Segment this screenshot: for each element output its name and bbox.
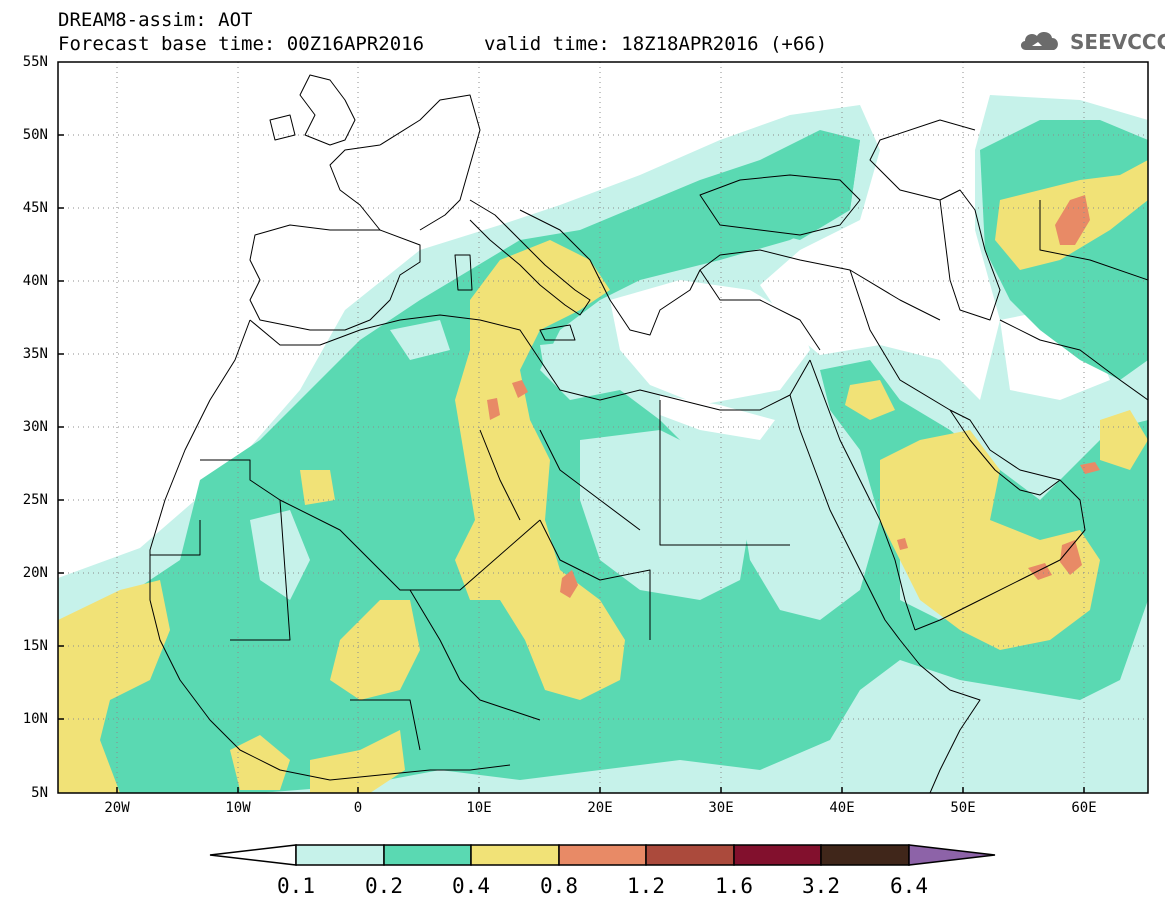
aot-field-0.8 — [487, 195, 1100, 598]
axis-ticks — [58, 134, 1085, 793]
colorbar-label: 0.4 — [452, 874, 490, 898]
map-title: DREAM8-assim: AOT — [58, 9, 253, 31]
lon-label: 0 — [353, 800, 363, 816]
lon-label: 10E — [466, 800, 492, 816]
lon-label: 50E — [950, 800, 976, 816]
lat-label: 25N — [22, 492, 48, 508]
lat-label: 35N — [22, 346, 48, 362]
lon-label: 30E — [708, 800, 734, 816]
colorbar-label: 6.4 — [890, 874, 928, 898]
colorbar-bin — [470, 844, 560, 866]
lat-label: 45N — [22, 200, 48, 216]
lon-label: 20W — [104, 800, 130, 816]
colorbar-label: 1.2 — [627, 874, 665, 898]
colorbar-label: 3.2 — [802, 874, 840, 898]
colorbar-bin — [383, 844, 472, 866]
colorbar-label: 0.1 — [277, 874, 315, 898]
lon-label: 40E — [829, 800, 855, 816]
colorbar-min-arrow — [209, 844, 297, 866]
lon-label: 20E — [587, 800, 613, 816]
lat-label: 55N — [22, 54, 48, 70]
lat-label: 30N — [22, 419, 48, 435]
colorbar-bin — [558, 844, 647, 866]
lat-label: 10N — [22, 711, 48, 727]
colorbar-bin — [733, 844, 822, 866]
lat-label: 50N — [22, 127, 48, 143]
colorbar-bin — [820, 844, 910, 866]
lat-label: 15N — [22, 638, 48, 654]
forecast-base-time: Forecast base time: 00Z16APR2016 — [58, 33, 425, 55]
lat-label: 20N — [22, 565, 48, 581]
lon-label: 10W — [225, 800, 251, 816]
lat-label: 40N — [22, 273, 48, 289]
logo-text: SEEVCCC — [1070, 30, 1165, 54]
coastlines — [149, 74, 1148, 793]
colorbar-bin — [295, 844, 385, 866]
aot-field-0.4 — [58, 160, 1148, 793]
seevccc-cloud-icon — [1020, 32, 1058, 50]
valid-time: valid time: 18Z18APR2016 (+66) — [484, 33, 828, 55]
colorbar-label: 1.6 — [715, 874, 753, 898]
colorbar-label: 0.8 — [540, 874, 578, 898]
lon-label: 60E — [1071, 800, 1097, 816]
colorbar — [209, 844, 996, 866]
colorbar-label: 0.2 — [365, 874, 403, 898]
colorbar-max-arrow — [908, 844, 996, 866]
lat-label: 5N — [31, 785, 48, 801]
colorbar-bin — [645, 844, 735, 866]
graticule — [58, 62, 1148, 793]
